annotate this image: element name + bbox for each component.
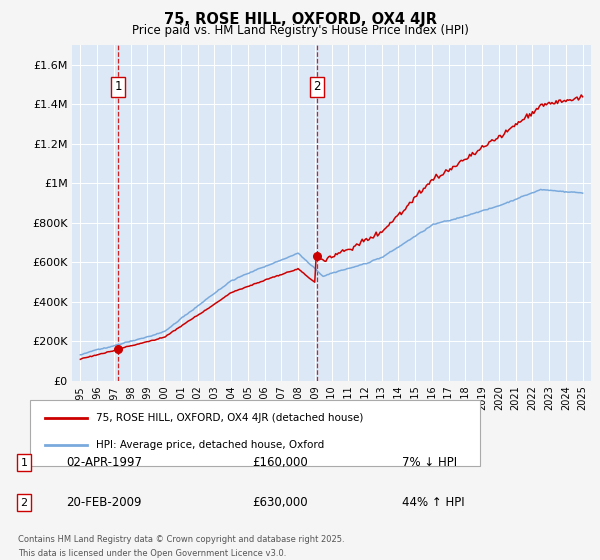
Text: 2: 2: [20, 498, 28, 508]
Text: 20-FEB-2009: 20-FEB-2009: [66, 496, 142, 509]
Text: HPI: Average price, detached house, Oxford: HPI: Average price, detached house, Oxfo…: [96, 440, 324, 450]
Text: 2: 2: [313, 80, 320, 94]
Text: 7% ↓ HPI: 7% ↓ HPI: [402, 456, 457, 469]
Text: 75, ROSE HILL, OXFORD, OX4 4JR (detached house): 75, ROSE HILL, OXFORD, OX4 4JR (detached…: [96, 413, 364, 423]
Text: £160,000: £160,000: [252, 456, 308, 469]
Text: 75, ROSE HILL, OXFORD, OX4 4JR: 75, ROSE HILL, OXFORD, OX4 4JR: [163, 12, 437, 27]
Text: Contains HM Land Registry data © Crown copyright and database right 2025.: Contains HM Land Registry data © Crown c…: [18, 535, 344, 544]
Text: Price paid vs. HM Land Registry's House Price Index (HPI): Price paid vs. HM Land Registry's House …: [131, 24, 469, 37]
Text: This data is licensed under the Open Government Licence v3.0.: This data is licensed under the Open Gov…: [18, 549, 286, 558]
Text: 1: 1: [114, 80, 122, 94]
Text: 1: 1: [20, 458, 28, 468]
Text: 02-APR-1997: 02-APR-1997: [66, 456, 142, 469]
FancyBboxPatch shape: [30, 400, 480, 466]
Text: 44% ↑ HPI: 44% ↑ HPI: [402, 496, 464, 509]
Text: £630,000: £630,000: [252, 496, 308, 509]
